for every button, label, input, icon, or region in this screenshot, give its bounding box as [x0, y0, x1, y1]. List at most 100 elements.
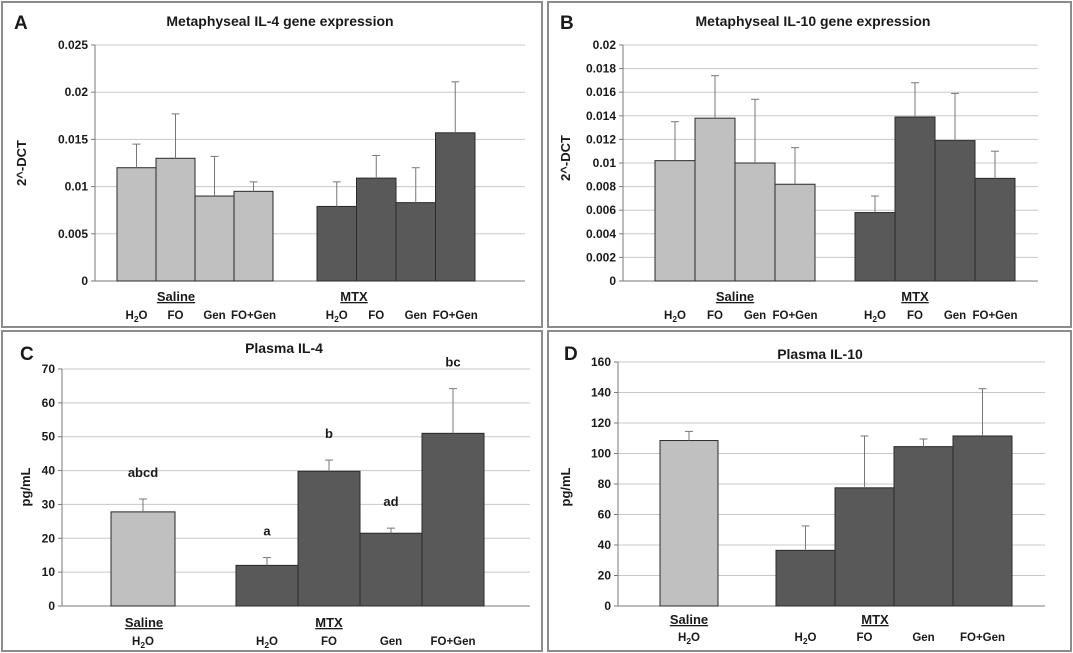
y-tick-label: 60 [598, 508, 612, 522]
x-tick-label: H2O [678, 632, 700, 646]
y-tick-label: 0.008 [586, 180, 616, 194]
y-axis-label: 2^-DCT [558, 135, 573, 181]
bar [110, 511, 176, 607]
y-tick-label: 0.005 [58, 227, 88, 241]
x-tick-label: FO [368, 310, 384, 322]
bar [395, 202, 436, 282]
chart-title: Metaphyseal IL-10 gene expression [696, 13, 931, 29]
x-tick-label: FO+Gen [433, 310, 478, 322]
y-tick-label: 80 [598, 477, 612, 491]
x-tick-label: H2O [864, 310, 886, 324]
x-tick-label: FO+Gen [960, 632, 1005, 644]
x-tick-label: Gen [944, 310, 966, 322]
y-tick-label: 0.01 [65, 180, 89, 194]
group-label: Saline [670, 612, 708, 627]
x-tick-label: Gen [380, 636, 402, 648]
bar [894, 116, 936, 282]
y-tick-label: 120 [591, 416, 611, 430]
significance-label: b [325, 426, 333, 441]
bar [734, 162, 776, 282]
group-label: Saline [716, 289, 754, 304]
group-label: MTX [315, 615, 343, 630]
x-tick-label: H2O [664, 310, 686, 324]
x-tick-label: FO [907, 310, 923, 322]
y-tick-label: 140 [591, 386, 611, 400]
group-label: Saline [125, 615, 163, 630]
bar [654, 160, 696, 282]
y-tick-label: 0.015 [58, 132, 88, 146]
x-tick-label: H2O [126, 310, 148, 324]
x-tick-label: H2O [256, 636, 278, 650]
bar [974, 177, 1016, 282]
y-tick-label: 0.014 [586, 109, 616, 123]
x-tick-label: Gen [744, 310, 766, 322]
chart-title: Metaphyseal IL-4 gene expression [166, 13, 393, 29]
y-tick-label: 50 [42, 430, 56, 444]
bar [421, 432, 485, 607]
y-tick-label: 0 [81, 274, 88, 288]
y-tick-label: 100 [591, 447, 611, 461]
y-tick-label: 70 [42, 362, 56, 376]
bar [893, 446, 954, 607]
y-tick-label: 160 [591, 355, 611, 369]
y-tick-label: 0 [609, 274, 616, 288]
group-label: MTX [861, 612, 889, 627]
bar [435, 132, 476, 282]
chart-panel-d: D Plasma IL-10 0 20 40 60 80 100 120 140 160 pg/mL H… [547, 330, 1072, 652]
y-tick-label: 0 [604, 599, 611, 613]
panel-letter: D [564, 344, 578, 365]
x-tick-label: Gen [203, 310, 225, 322]
y-tick-label: 0.016 [586, 85, 616, 99]
panel-letter: B [560, 13, 574, 34]
y-tick-label: 0.02 [65, 85, 89, 99]
bar [233, 190, 274, 282]
y-axis-label: 2^-DCT [14, 140, 29, 186]
y-tick-label: 0.002 [586, 250, 616, 264]
y-tick-label: 0 [48, 599, 55, 613]
bar [659, 440, 719, 607]
significance-label: bc [445, 355, 460, 370]
bar [952, 435, 1013, 607]
chart-title: Plasma IL-4 [245, 340, 323, 356]
group-label: MTX [340, 289, 368, 304]
panel-letter: A [14, 13, 28, 34]
x-tick-label: FO [321, 636, 337, 648]
bar [854, 212, 896, 282]
y-tick-label: 0.025 [58, 38, 88, 52]
bar [194, 195, 235, 282]
x-tick-label: FO [707, 310, 723, 322]
bar [774, 183, 816, 282]
bar [116, 167, 157, 282]
significance-label: a [263, 524, 271, 539]
y-tick-label: 0.02 [593, 38, 617, 52]
bar [297, 470, 361, 607]
x-tick-label: H2O [132, 636, 154, 650]
chart-panel-a: A Metaphyseal IL-4 gene expression 0 0.005 0… [1, 1, 543, 328]
bar [359, 532, 423, 607]
y-tick-label: 40 [42, 464, 56, 478]
chart-title: Plasma IL-10 [777, 346, 863, 362]
significance-label: abcd [128, 465, 158, 480]
y-tick-label: 0.004 [586, 227, 616, 241]
x-tick-label: FO [168, 310, 184, 322]
bar [934, 140, 976, 282]
bar [775, 549, 836, 607]
y-tick-label: 0.018 [586, 62, 616, 76]
bar [316, 205, 357, 282]
y-axis-label: pg/mL [18, 467, 33, 506]
bar [834, 487, 895, 607]
x-tick-label: Gen [405, 310, 427, 322]
y-tick-label: 60 [42, 396, 56, 410]
x-tick-label: H2O [795, 632, 817, 646]
y-tick-label: 30 [42, 497, 56, 511]
x-tick-label: Gen [912, 632, 934, 644]
panel-letter: C [20, 344, 34, 365]
y-tick-label: 20 [42, 531, 56, 545]
x-tick-label: FO+Gen [772, 310, 817, 322]
x-tick-label: FO+Gen [231, 310, 276, 322]
y-tick-label: 20 [598, 569, 612, 583]
chart-panel-b: B Metaphyseal IL-10 gene expression 0 0.002… [547, 1, 1072, 328]
y-tick-label: 0.01 [593, 156, 617, 170]
bar [356, 177, 397, 282]
